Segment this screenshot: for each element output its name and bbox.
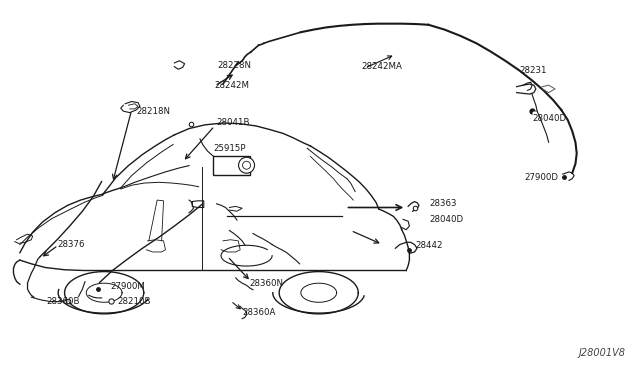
- Text: J28001V8: J28001V8: [579, 348, 625, 358]
- Text: 28363: 28363: [430, 199, 458, 208]
- Text: 28040D: 28040D: [430, 215, 464, 224]
- Text: 28242MA: 28242MA: [362, 62, 403, 71]
- Circle shape: [239, 157, 255, 173]
- Text: 28242M: 28242M: [214, 81, 250, 90]
- Circle shape: [243, 161, 250, 169]
- Bar: [212, 155, 250, 175]
- Text: 28218N: 28218N: [136, 107, 170, 116]
- Text: 27900M: 27900M: [111, 282, 145, 291]
- Text: 28360N: 28360N: [250, 279, 284, 288]
- Text: 25915P: 25915P: [213, 144, 246, 153]
- Text: 27900D: 27900D: [524, 173, 558, 182]
- Text: 28231: 28231: [519, 66, 547, 75]
- Text: 28376: 28376: [57, 240, 84, 249]
- Text: 28228N: 28228N: [218, 61, 252, 70]
- Text: 28442: 28442: [416, 241, 444, 250]
- Text: 28360A: 28360A: [242, 308, 275, 317]
- Text: 28040D: 28040D: [532, 114, 566, 123]
- Text: 28210B: 28210B: [117, 297, 150, 306]
- Text: 28041B: 28041B: [216, 119, 250, 128]
- Text: 28360B: 28360B: [47, 297, 80, 306]
